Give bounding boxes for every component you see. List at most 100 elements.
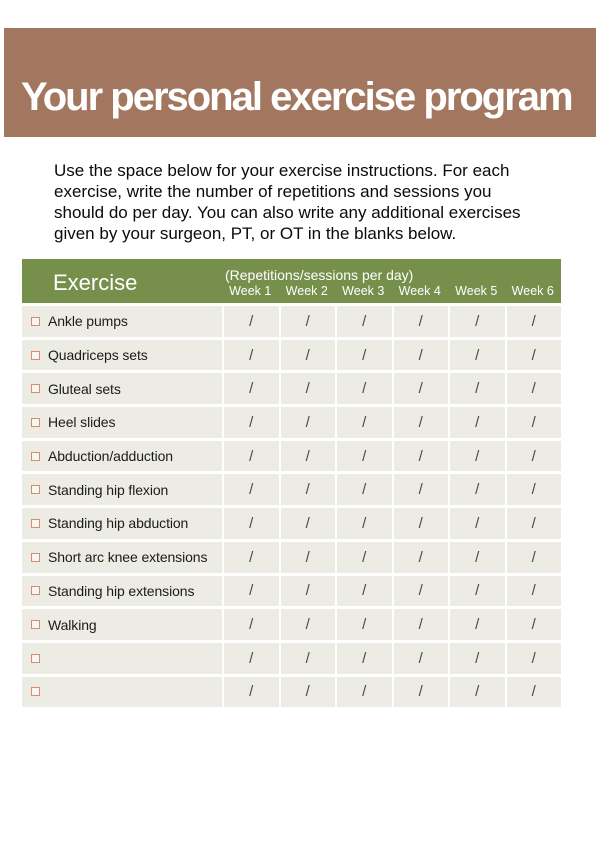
week-cell[interactable]: / <box>337 508 392 539</box>
week-cell[interactable]: / <box>393 306 448 337</box>
week-cell[interactable]: / <box>450 676 505 708</box>
week-cell[interactable]: / <box>506 676 561 708</box>
week-cell[interactable]: / <box>224 339 279 371</box>
week-cell[interactable]: / <box>224 575 279 607</box>
week-cell[interactable]: / <box>506 541 561 573</box>
week-cell[interactable]: / <box>337 609 392 640</box>
week-cell[interactable]: / <box>224 541 279 573</box>
instructions-paragraph: Use the space below for your exercise in… <box>54 160 521 244</box>
week-cell[interactable]: / <box>506 440 561 472</box>
week-cell[interactable]: / <box>280 474 335 506</box>
week-cell[interactable]: / <box>280 306 335 337</box>
week-cell[interactable]: / <box>506 339 561 371</box>
week-cell[interactable]: / <box>450 474 505 506</box>
week-cell[interactable]: / <box>393 642 448 674</box>
exercise-label: Standing hip flexion <box>48 481 169 498</box>
week-cell[interactable]: / <box>393 541 448 573</box>
week-cell[interactable]: / <box>280 676 335 708</box>
week-cell[interactable]: / <box>450 508 505 539</box>
week-cell[interactable]: / <box>280 541 335 573</box>
week-cell[interactable]: / <box>224 642 279 674</box>
week-cell[interactable]: / <box>224 407 279 438</box>
week-cell[interactable]: / <box>280 609 335 640</box>
week-cell[interactable]: / <box>506 642 561 674</box>
week-cell[interactable]: / <box>393 339 448 371</box>
week-cell[interactable]: / <box>450 575 505 607</box>
exercise-label: Walking <box>48 616 97 633</box>
table-row: Standing hip extensions / / / / / / <box>22 575 561 607</box>
week-cell[interactable]: / <box>280 407 335 438</box>
checkbox-icon[interactable] <box>31 350 40 360</box>
week-cell[interactable]: / <box>224 609 279 640</box>
exercise-label: Ankle pumps <box>48 313 128 330</box>
week-cell[interactable]: / <box>337 339 392 371</box>
week-cell[interactable]: / <box>224 474 279 506</box>
week-cell[interactable]: / <box>337 306 392 337</box>
week-cell[interactable]: / <box>337 474 392 506</box>
exercise-cell: Heel slides <box>22 407 222 438</box>
week-cell[interactable]: / <box>450 541 505 573</box>
week-cell[interactable]: / <box>337 407 392 438</box>
exercise-label: Heel slides <box>48 414 116 431</box>
week-cell[interactable]: / <box>506 407 561 438</box>
week-cell[interactable]: / <box>280 642 335 674</box>
week-cell[interactable]: / <box>393 440 448 472</box>
checkbox-icon[interactable] <box>31 586 40 596</box>
exercise-label: Abduction/adduction <box>48 448 173 465</box>
week-cell[interactable]: / <box>337 541 392 573</box>
week-cell[interactable]: / <box>280 440 335 472</box>
week-cell[interactable]: / <box>450 642 505 674</box>
week-cell[interactable]: / <box>393 373 448 405</box>
week-cell[interactable]: / <box>450 373 505 405</box>
week-cell[interactable]: / <box>450 407 505 438</box>
week-header: Week 6 <box>511 284 554 298</box>
week-cell[interactable]: / <box>393 407 448 438</box>
week-cell[interactable]: / <box>506 508 561 539</box>
checkbox-icon[interactable] <box>31 687 40 697</box>
week-cell[interactable]: / <box>450 306 505 337</box>
checkbox-icon[interactable] <box>31 653 40 663</box>
week-cell[interactable]: / <box>280 373 335 405</box>
week-cell[interactable]: / <box>337 676 392 708</box>
exercise-label: Standing hip extensions <box>48 582 195 599</box>
week-cell[interactable]: / <box>337 440 392 472</box>
checkbox-icon[interactable] <box>31 451 40 461</box>
checkbox-icon[interactable] <box>31 384 40 394</box>
week-cell[interactable]: / <box>506 575 561 607</box>
exercise-cell: Walking <box>22 609 222 640</box>
week-cell[interactable]: / <box>393 474 448 506</box>
week-cell[interactable]: / <box>506 306 561 337</box>
week-cell[interactable]: / <box>506 474 561 506</box>
week-cell[interactable]: / <box>224 440 279 472</box>
week-cell[interactable]: / <box>393 609 448 640</box>
checkbox-icon[interactable] <box>31 552 40 562</box>
week-cell[interactable]: / <box>393 575 448 607</box>
week-cell[interactable]: / <box>224 306 279 337</box>
week-cell[interactable]: / <box>224 373 279 405</box>
week-cell[interactable]: / <box>280 508 335 539</box>
week-cell[interactable]: / <box>337 642 392 674</box>
week-cell[interactable]: / <box>337 373 392 405</box>
week-cell[interactable]: / <box>450 609 505 640</box>
week-cell[interactable]: / <box>280 339 335 371</box>
checkbox-icon[interactable] <box>31 518 40 528</box>
exercise-table: Exercise (Repetitions/sessions per day) … <box>22 259 561 708</box>
week-cell[interactable]: / <box>393 508 448 539</box>
checkbox-icon[interactable] <box>31 417 40 427</box>
checkbox-icon[interactable] <box>31 485 40 495</box>
header-banner: Your personal exercise program <box>4 28 596 137</box>
checkbox-icon[interactable] <box>31 620 40 630</box>
checkbox-icon[interactable] <box>31 316 40 326</box>
exercise-cell: Standing hip flexion <box>22 474 222 506</box>
week-cell[interactable]: / <box>337 575 392 607</box>
week-cell[interactable]: / <box>450 339 505 371</box>
week-cell[interactable]: / <box>224 508 279 539</box>
exercise-cell: Gluteal sets <box>22 373 222 405</box>
exercise-cell <box>22 676 222 708</box>
week-cell[interactable]: / <box>506 373 561 405</box>
week-cell[interactable]: / <box>280 575 335 607</box>
week-cell[interactable]: / <box>393 676 448 708</box>
week-cell[interactable]: / <box>506 609 561 640</box>
week-cell[interactable]: / <box>450 440 505 472</box>
week-cell[interactable]: / <box>224 676 279 708</box>
